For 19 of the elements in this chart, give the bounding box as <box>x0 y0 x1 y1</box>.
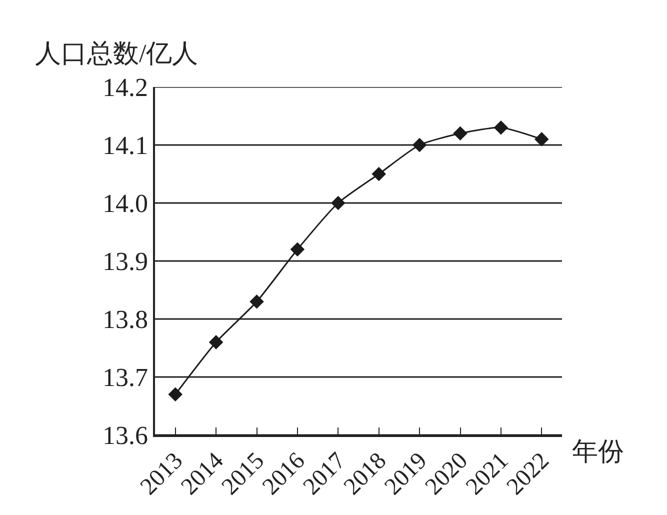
point <box>168 387 182 402</box>
point <box>290 242 305 257</box>
y-tick-label: 13.6 <box>102 421 148 450</box>
y-tick-label: 14.2 <box>102 73 148 102</box>
point <box>534 132 549 146</box>
point <box>412 138 427 152</box>
point <box>331 196 346 210</box>
y-tick-label: 13.7 <box>102 363 148 392</box>
point <box>372 166 386 182</box>
y-tick-label: 13.9 <box>102 247 148 276</box>
point <box>494 120 508 135</box>
y-tick-label: 13.8 <box>102 305 148 334</box>
point <box>208 335 224 350</box>
y-tick-label: 14.0 <box>102 189 148 218</box>
y-tick-label: 14.1 <box>102 131 148 160</box>
x-axis-title: 年份 <box>572 437 624 466</box>
point <box>250 294 264 309</box>
point <box>453 126 468 141</box>
y-axis-title: 人口总数/亿人 <box>35 39 198 68</box>
